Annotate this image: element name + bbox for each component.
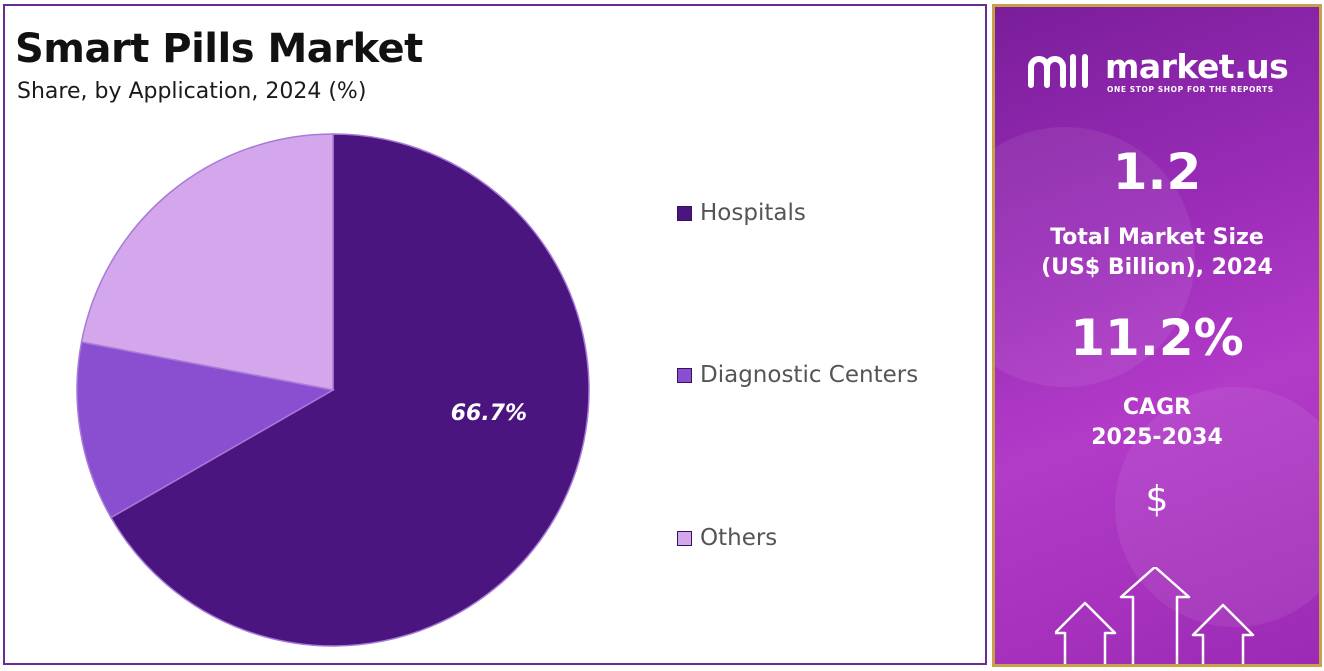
- summary-panel: market.us ONE STOP SHOP FOR THE REPORTS …: [992, 4, 1322, 667]
- market-size-label: Total Market Size: [1050, 225, 1264, 250]
- background-glow: [1115, 387, 1319, 627]
- legend-item-diagnostic-centers[interactable]: Diagnostic Centers: [677, 362, 918, 388]
- market-us-logo-icon: [1028, 54, 1088, 88]
- brand-logo[interactable]: market.us ONE STOP SHOP FOR THE REPORTS: [1027, 47, 1297, 97]
- pie-data-label: 66.7%: [451, 401, 527, 426]
- cagr-period: 2025-2034: [1091, 425, 1223, 450]
- brand-tagline: ONE STOP SHOP FOR THE REPORTS: [1107, 85, 1274, 94]
- legend-swatch: [677, 205, 692, 221]
- legend-item-others[interactable]: Others: [677, 525, 777, 551]
- pie-slice-diagnostic-centers[interactable]: [76, 341, 336, 519]
- pie-slices: [76, 133, 590, 647]
- cagr-label: CAGR: [1122, 395, 1192, 420]
- market-size-value: 1.2: [1112, 143, 1202, 201]
- legend-item-hospitals[interactable]: Hospitals: [677, 200, 806, 226]
- pie-slice-hospitals[interactable]: [110, 133, 590, 647]
- legend-label: Hospitals: [700, 200, 806, 226]
- up-arrow-icon: [1055, 567, 1255, 664]
- background-glow: [995, 127, 1195, 387]
- legend-label: Diagnostic Centers: [700, 362, 919, 388]
- cagr-value: 11.2%: [1070, 309, 1244, 367]
- legend-label: Others: [700, 525, 778, 551]
- legend-swatch: [677, 367, 692, 383]
- brand-name: market.us: [1105, 47, 1289, 86]
- pie-data-labels: 66.7%: [451, 401, 527, 426]
- chart-panel: Smart Pills Market Share, by Application…: [3, 4, 987, 665]
- chart-subtitle: Share, by Application, 2024 (%): [17, 79, 367, 104]
- dollar-icon: $: [1145, 479, 1169, 520]
- chart-title: Smart Pills Market: [15, 26, 423, 72]
- market-size-label: (US$ Billion), 2024: [1041, 255, 1273, 280]
- legend-swatch: [677, 530, 692, 546]
- pie-chart: 66.7%: [76, 133, 590, 647]
- pie-slice-others[interactable]: [80, 133, 334, 391]
